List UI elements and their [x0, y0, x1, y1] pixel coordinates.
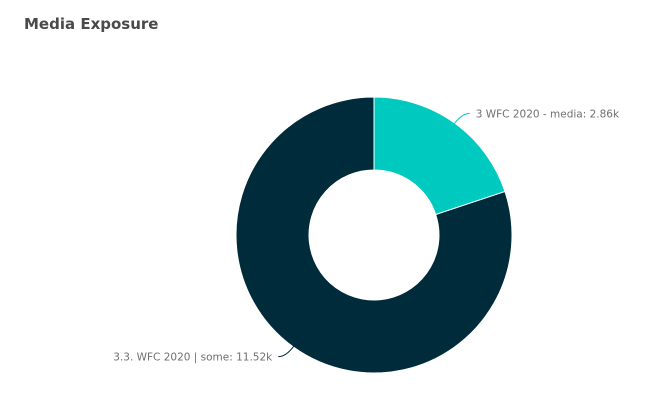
chart-title: Media Exposure — [24, 15, 159, 33]
label-connector-1 — [278, 345, 295, 358]
pie-slice-1[interactable] — [235, 96, 513, 374]
label-connector-2 — [453, 112, 470, 125]
pie-slice-2[interactable] — [373, 96, 506, 216]
data-label-2: 3 WFC 2020 - media: 2.86k — [476, 108, 620, 120]
data-label-1: 3.3. WFC 2020 | some: 11.52k — [113, 352, 273, 364]
slices-layer — [235, 96, 513, 374]
labels-layer: 3.3. WFC 2020 | some: 11.52k 3 WFC 2020 -… — [113, 108, 620, 363]
